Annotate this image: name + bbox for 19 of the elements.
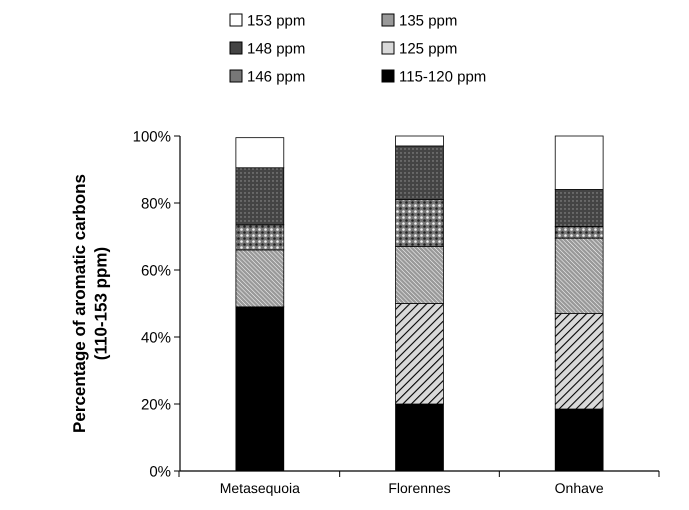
y-tick-label: 60% <box>140 262 171 280</box>
legend-label: 125 ppm <box>399 40 458 58</box>
bar <box>235 137 284 168</box>
legend-label: 135 ppm <box>399 12 458 30</box>
legend-label: 148 ppm <box>247 40 306 58</box>
legend-label: 146 ppm <box>247 68 306 86</box>
legend-label: 115-120 ppm <box>399 68 486 86</box>
x-tick-label: Florennes <box>388 480 451 496</box>
y-tick-label: 40% <box>140 329 171 346</box>
x-tick-label: Metasequoia <box>220 480 300 496</box>
y-tick-label: 80% <box>140 195 171 212</box>
y-tick-label: 20% <box>140 396 171 414</box>
y-axis-title: Percentage of aromatic carbons (110-153 ppm) <box>70 174 110 433</box>
y-tick-label: 100% <box>132 128 171 146</box>
legend-label: 153 ppm <box>247 12 306 30</box>
bar <box>554 136 604 190</box>
x-tick-label: Onhave <box>554 480 604 496</box>
bar <box>395 136 444 146</box>
y-tick-label: 0% <box>149 463 171 480</box>
